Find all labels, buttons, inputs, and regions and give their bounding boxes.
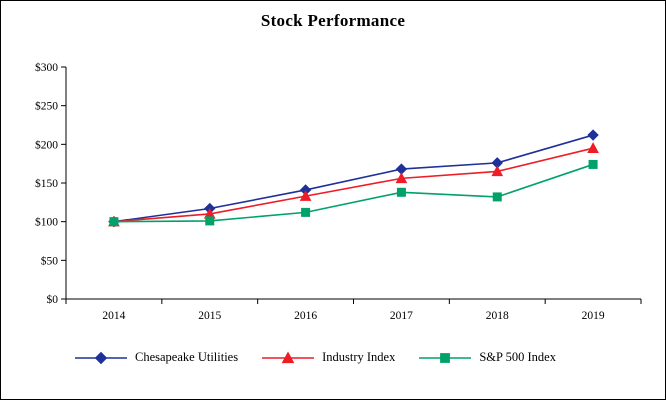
square-marker-icon <box>205 216 215 226</box>
square-marker-icon <box>109 217 119 227</box>
series-line <box>113 147 594 223</box>
legend-triangle-marker-icon <box>262 350 315 363</box>
triangle-marker-icon <box>395 172 408 184</box>
legend-label: Chesapeake Utilities <box>135 350 239 364</box>
y-tick-label: $300 <box>35 61 58 74</box>
diamond-marker-icon <box>587 129 599 141</box>
legend-label: S&P 500 Index <box>479 350 556 364</box>
series-line <box>113 134 594 223</box>
diamond-marker-icon <box>94 351 108 364</box>
legend-item-sp500-index: S&P 500 Index <box>417 350 556 365</box>
triangle-marker-icon <box>281 350 295 363</box>
legend-label: Industry Index <box>322 350 396 364</box>
y-tick-label: $250 <box>35 100 58 113</box>
triangle-marker-icon <box>587 142 599 153</box>
plot-area: $0 $50 $100 $150 $200 $250 $300 2014 2015 2016 201… <box>35 61 642 322</box>
square-marker-icon <box>440 352 451 363</box>
series-line <box>113 163 594 223</box>
y-tick-label: $0 <box>47 293 59 306</box>
square-marker-icon <box>301 207 311 217</box>
x-tick-label: 2014 <box>102 310 125 322</box>
x-tick-label: 2018 <box>486 310 509 322</box>
triangle-marker-icon <box>299 190 312 201</box>
legend-item-chesapeake-utilities: Chesapeake Utilities <box>73 350 238 365</box>
square-marker-icon <box>396 187 406 197</box>
x-tick-label: 2015 <box>198 310 221 322</box>
y-tick-label: $200 <box>35 138 58 151</box>
x-tick-label: 2019 <box>582 310 605 322</box>
square-marker-icon <box>588 159 598 169</box>
legend-square-marker-icon <box>419 352 472 363</box>
square-marker-icon <box>492 192 502 202</box>
y-tick-label: $50 <box>41 254 59 267</box>
x-tick-label: 2017 <box>390 310 413 322</box>
y-tick-label: $150 <box>35 177 58 190</box>
chart-title: Stock Performance <box>260 11 406 30</box>
legend-diamond-marker-icon <box>75 351 127 364</box>
x-tick-label: 2016 <box>294 310 317 322</box>
legend-item-industry-index: Industry Index <box>260 350 395 365</box>
y-tick-label: $100 <box>35 216 58 229</box>
triangle-marker-icon <box>491 165 504 177</box>
legend: Chesapeake Utilities Industry Index S&P … <box>73 350 556 365</box>
